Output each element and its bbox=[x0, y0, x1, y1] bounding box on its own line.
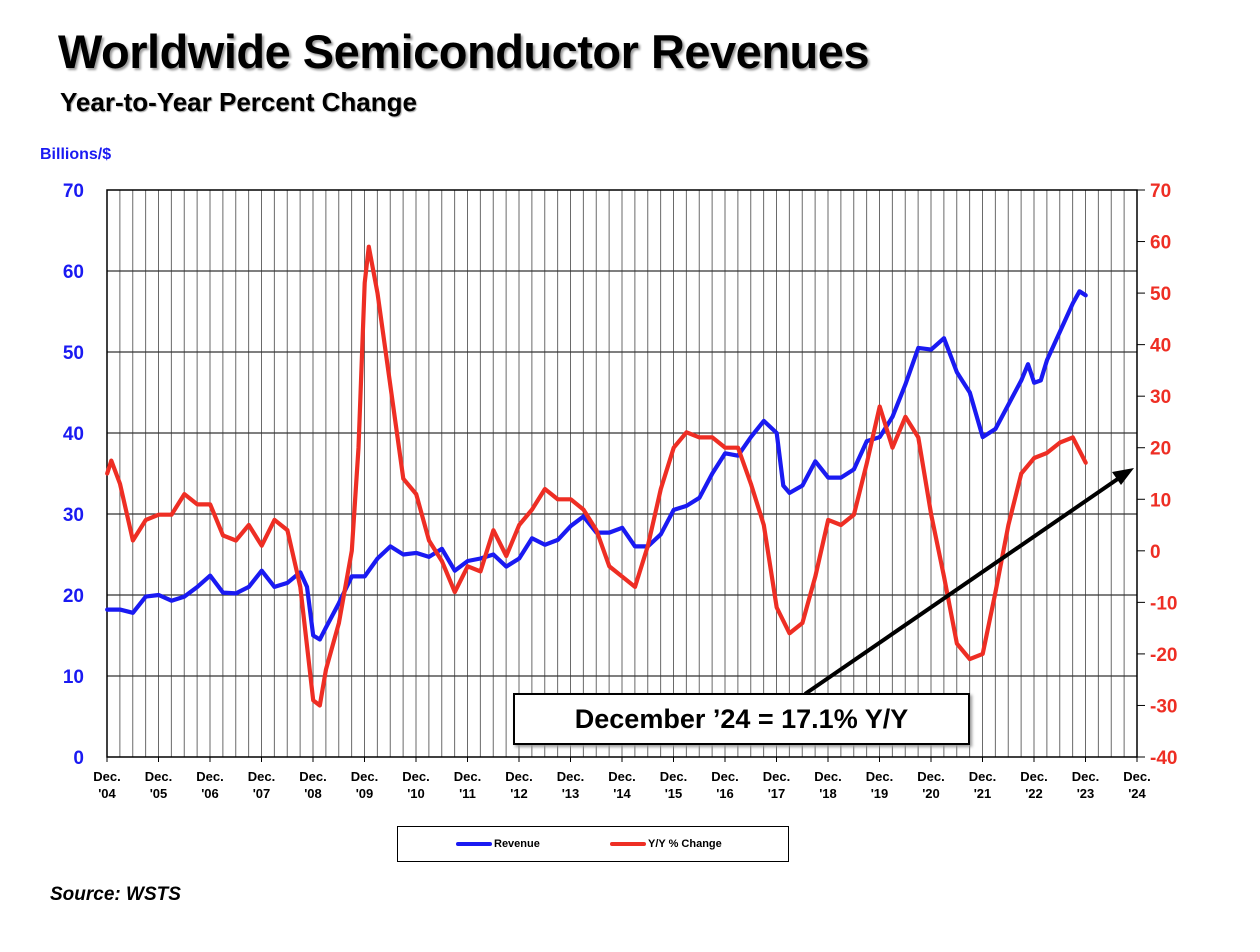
x-tick-label-month: Dec. bbox=[196, 769, 223, 784]
left-tick-label: 10 bbox=[63, 667, 84, 688]
x-tick-label-month: Dec. bbox=[1123, 769, 1150, 784]
x-tick-label-year: '14 bbox=[613, 786, 631, 801]
x-tick-label-year: '19 bbox=[871, 786, 889, 801]
x-tick-label-year: '04 bbox=[98, 786, 116, 801]
right-tick-label: 10 bbox=[1150, 490, 1171, 511]
x-tick-label-year: '11 bbox=[459, 786, 476, 801]
x-tick-label-month: Dec. bbox=[969, 769, 996, 784]
x-tick-label-year: '05 bbox=[150, 786, 168, 801]
x-tick-label-year: '06 bbox=[201, 786, 219, 801]
x-tick-label-year: '21 bbox=[974, 786, 992, 801]
legend-label-yoy: Y/Y % Change bbox=[648, 838, 722, 850]
x-tick-label-year: '09 bbox=[356, 786, 374, 801]
left-tick-label: 50 bbox=[63, 343, 84, 364]
legend-item-yoy: Y/Y % Change bbox=[610, 838, 722, 850]
right-tick-label: -30 bbox=[1150, 696, 1177, 717]
x-tick-label-year: '23 bbox=[1077, 786, 1095, 801]
right-tick-label: -20 bbox=[1150, 645, 1177, 666]
right-tick-label: 50 bbox=[1150, 284, 1171, 305]
legend-item-revenue: Revenue bbox=[456, 838, 540, 850]
right-tick-label: 40 bbox=[1150, 336, 1171, 357]
right-tick-label: 30 bbox=[1150, 387, 1171, 408]
x-tick-label-year: '16 bbox=[716, 786, 734, 801]
x-tick-label-month: Dec. bbox=[454, 769, 481, 784]
x-tick-label-month: Dec. bbox=[711, 769, 738, 784]
x-tick-label-month: Dec. bbox=[402, 769, 429, 784]
callout-arrow-line bbox=[805, 476, 1122, 694]
x-tick-label-year: '12 bbox=[510, 786, 528, 801]
x-tick-label-year: '22 bbox=[1025, 786, 1043, 801]
x-tick-label-month: Dec. bbox=[1072, 769, 1099, 784]
x-tick-label-month: Dec. bbox=[763, 769, 790, 784]
x-tick-label-month: Dec. bbox=[866, 769, 893, 784]
x-tick-label-year: '24 bbox=[1128, 786, 1146, 801]
right-tick-label: 70 bbox=[1150, 181, 1171, 202]
x-tick-label-year: '13 bbox=[562, 786, 580, 801]
x-tick-label-month: Dec. bbox=[660, 769, 687, 784]
x-tick-label-month: Dec. bbox=[145, 769, 172, 784]
left-tick-label: 70 bbox=[63, 181, 84, 202]
right-tick-label: 20 bbox=[1150, 439, 1171, 460]
x-tick-label-year: '17 bbox=[768, 786, 786, 801]
x-tick-label-month: Dec. bbox=[917, 769, 944, 784]
legend: Revenue Y/Y % Change bbox=[397, 826, 789, 862]
left-tick-label: 0 bbox=[73, 748, 84, 769]
x-tick-label-month: Dec. bbox=[299, 769, 326, 784]
left-tick-label: 30 bbox=[63, 505, 84, 526]
x-tick-label-year: '07 bbox=[253, 786, 271, 801]
x-axis: Dec. '04 Dec. '05 Dec. '06 Dec. '07 Dec. '08 Dec. '… bbox=[93, 757, 1150, 801]
left-tick-label: 60 bbox=[63, 262, 84, 283]
x-tick-label-month: Dec. bbox=[248, 769, 275, 784]
legend-swatch-yoy bbox=[610, 842, 646, 846]
left-y-axis: 0 10 20 30 40 50 60 70 bbox=[63, 181, 84, 769]
x-tick-label-year: '18 bbox=[819, 786, 837, 801]
x-tick-label-year: '10 bbox=[407, 786, 425, 801]
right-tick-label: -40 bbox=[1150, 748, 1177, 769]
chart-grid bbox=[107, 190, 1137, 757]
x-tick-label-month: Dec. bbox=[557, 769, 584, 784]
x-tick-label-month: Dec. bbox=[351, 769, 378, 784]
source-note: Source: WSTS bbox=[50, 884, 181, 906]
right-tick-label: 0 bbox=[1150, 542, 1161, 563]
x-tick-label-month: Dec. bbox=[505, 769, 532, 784]
callout-box: December ’24 = 17.1% Y/Y bbox=[513, 693, 970, 745]
left-tick-label: 20 bbox=[63, 586, 84, 607]
legend-label-revenue: Revenue bbox=[494, 838, 540, 850]
x-tick-label-year: '15 bbox=[665, 786, 683, 801]
left-tick-label: 40 bbox=[63, 424, 84, 445]
right-tick-label: -10 bbox=[1150, 593, 1177, 614]
right-y-axis: -40 -30 -20 -10 0 10 20 30 40 50 60 70 bbox=[1137, 181, 1177, 769]
x-tick-label-year: '20 bbox=[922, 786, 940, 801]
right-tick-label: 60 bbox=[1150, 233, 1171, 254]
x-tick-label-month: Dec. bbox=[608, 769, 635, 784]
x-tick-label-month: Dec. bbox=[814, 769, 841, 784]
x-tick-label-month: Dec. bbox=[93, 769, 120, 784]
x-tick-label-year: '08 bbox=[304, 786, 322, 801]
x-tick-label-month: Dec. bbox=[1020, 769, 1047, 784]
legend-swatch-revenue bbox=[456, 842, 492, 846]
